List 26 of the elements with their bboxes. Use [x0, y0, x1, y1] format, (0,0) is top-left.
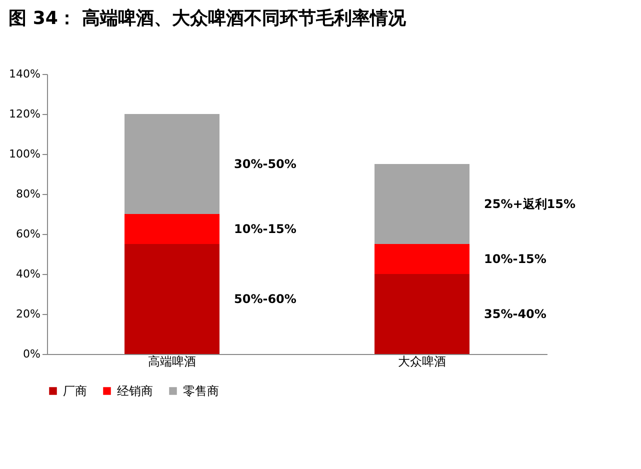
annotation: 30%-50% — [234, 157, 296, 171]
annotation: 25%+返利15% — [484, 197, 576, 211]
y-tick-label: 140% — [9, 68, 40, 80]
annotation: 50%-60% — [234, 292, 296, 306]
x-tick-label: 大众啤酒 — [398, 354, 446, 368]
y-tick-label: 20% — [16, 308, 40, 320]
chart-title: 图 34： 高端啤酒、大众啤酒不同环节毛利率情况 — [8, 8, 408, 29]
y-tick-label: 80% — [16, 188, 40, 200]
y-tick-label: 60% — [16, 228, 40, 240]
legend-label: 零售商 — [183, 384, 219, 398]
bar — [374, 244, 470, 274]
bar — [124, 214, 220, 244]
x-tick-label: 高端啤酒 — [148, 354, 196, 368]
y-tick-label: 120% — [9, 108, 40, 120]
legend-label: 经销商 — [117, 384, 153, 398]
bar — [374, 274, 470, 354]
y-tick-label: 100% — [9, 148, 40, 160]
annotation: 10%-15% — [234, 222, 296, 236]
annotation: 35%-40% — [484, 307, 546, 321]
y-tick-label: 40% — [16, 268, 40, 280]
bar — [124, 244, 220, 354]
bar — [124, 114, 220, 214]
annotation: 10%-15% — [484, 252, 546, 266]
legend-label: 厂商 — [63, 384, 87, 398]
y-tick-label: 0% — [23, 348, 40, 360]
bar — [374, 164, 470, 244]
